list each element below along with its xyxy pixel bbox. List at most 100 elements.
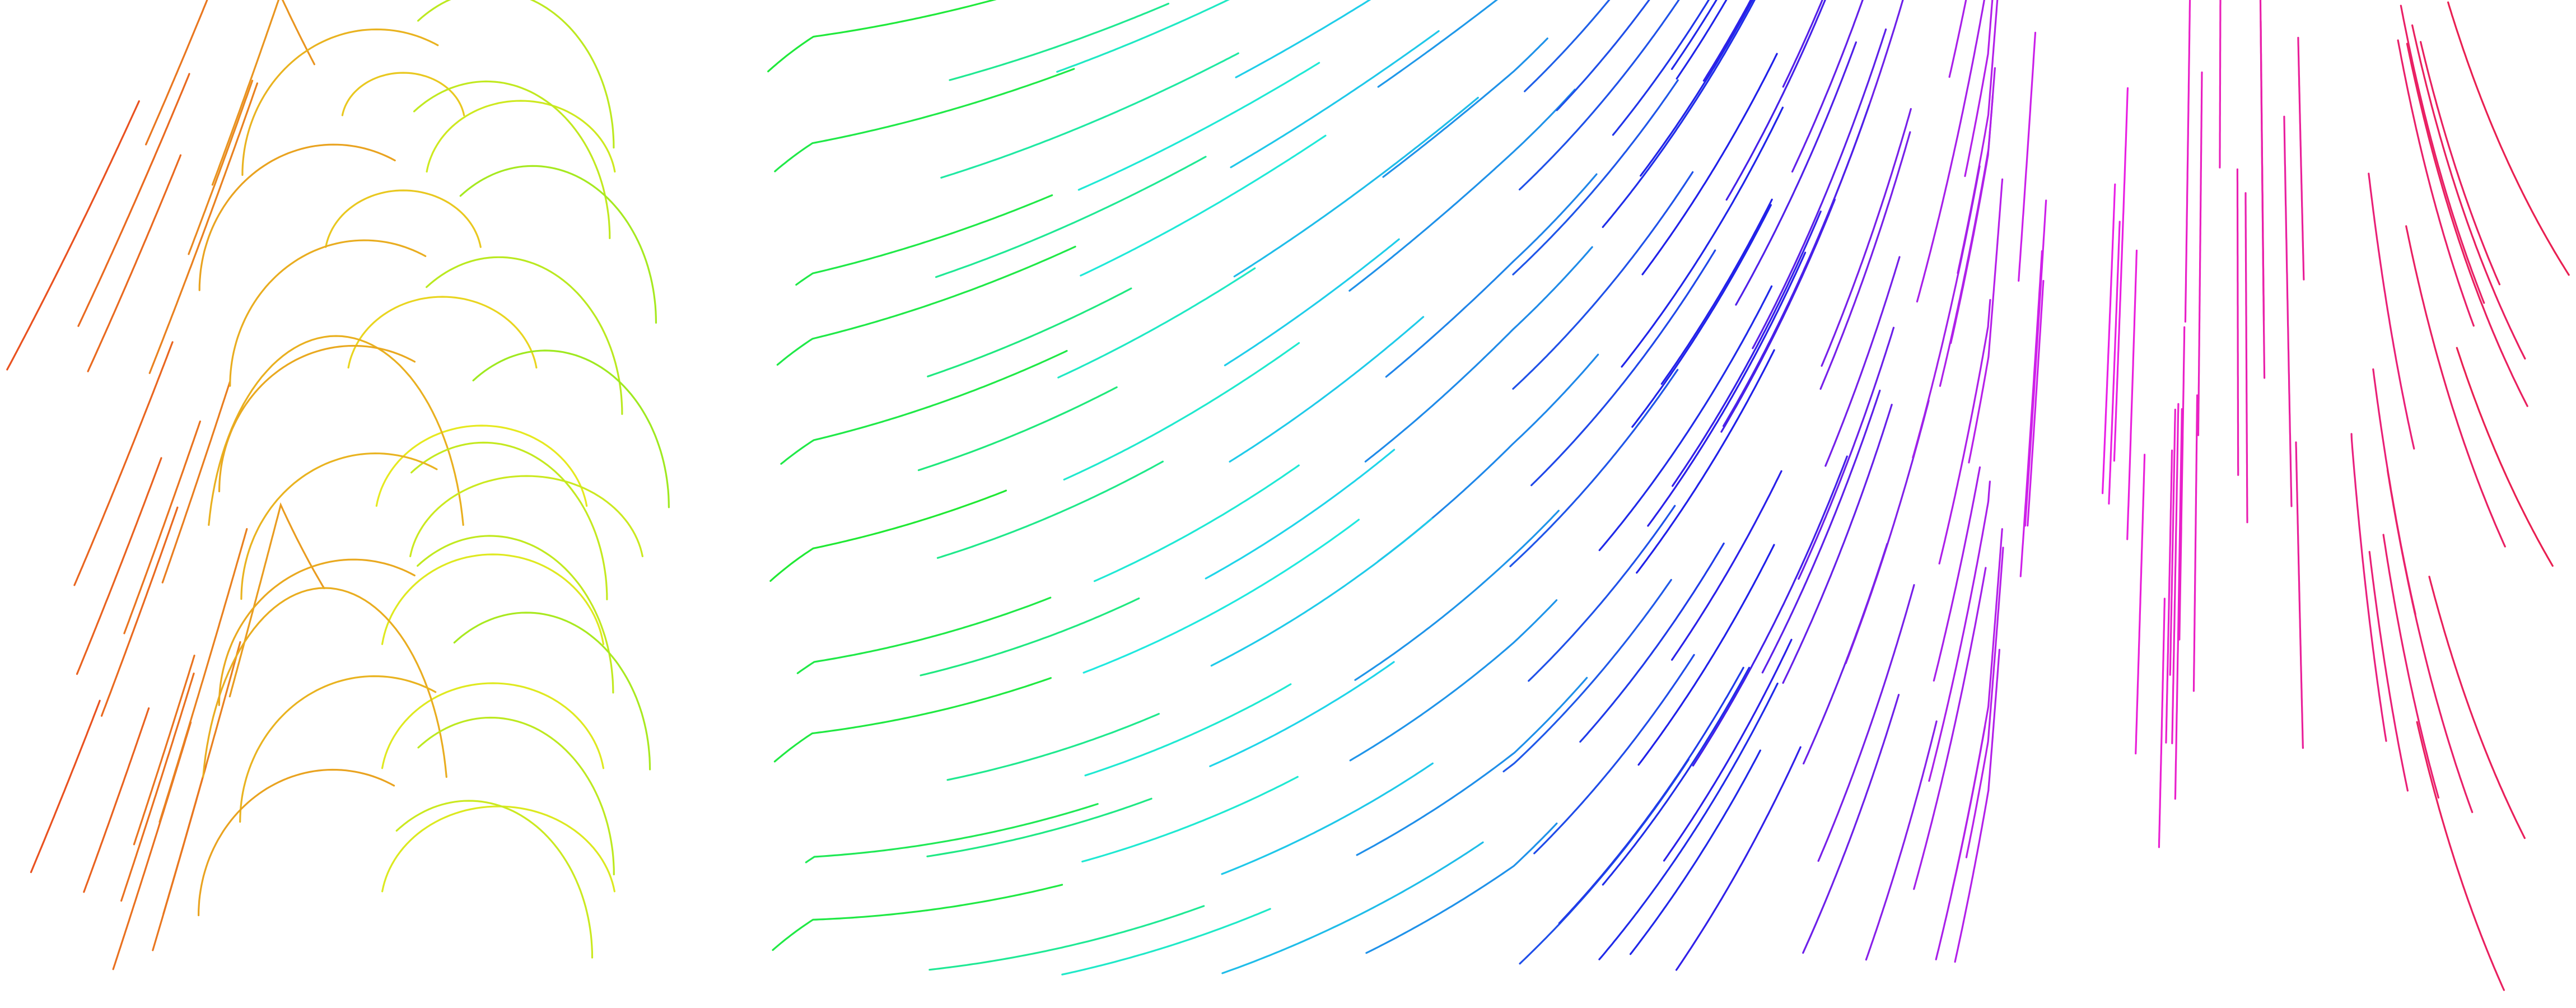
streamline [1965,547,2004,858]
streamline [375,424,588,507]
streamline [87,154,182,372]
streamline [381,805,615,893]
streamline [780,350,1068,465]
streamline [774,68,1075,172]
streamline [1230,30,1440,169]
streamline [76,457,162,675]
streamline [1720,198,1836,433]
streamline [1235,0,1371,78]
streamline [1385,173,1598,378]
streamline [1063,342,1300,480]
streamline [1533,654,1695,855]
streamline [218,344,416,493]
streamline [1621,106,1784,368]
streamline [202,587,447,778]
streamline [2297,36,2305,281]
streamline [208,335,464,526]
streamline [133,655,195,846]
streamline [188,80,254,255]
streamline [1229,316,1425,463]
streamline [1556,0,1650,111]
streamline [341,72,465,116]
streamline [1676,0,1728,80]
streamline [2024,199,2047,527]
streamline [1512,171,1694,390]
streamline [2178,326,2186,641]
streamline [1518,0,1680,190]
streamline [83,707,150,893]
streamline [1957,0,1999,274]
streamline [1660,198,1773,385]
streamline [1791,0,1864,173]
streamline [1725,0,1826,201]
streamline [928,905,1205,971]
streamline [413,80,611,239]
streamline [2386,469,2474,813]
streamline [395,800,594,959]
streamline [1365,822,1558,954]
streamline [2027,279,2045,527]
streamline [936,460,1164,559]
streamline [1916,0,1985,303]
streamline [1752,28,1887,349]
streamline [1512,79,1679,276]
streamline [1377,353,1599,562]
streamline [1912,165,1981,459]
streamline [1637,544,1775,766]
streamline [30,699,101,874]
streamline [2171,403,2180,744]
streamline [2447,1,2570,276]
streamline [1702,0,1752,82]
streamline [1761,389,1881,674]
streamline [2102,183,2116,494]
streamline [1598,285,1773,552]
streamline [426,100,616,173]
streamline [218,558,416,706]
streamline [1845,399,1930,664]
streamline [1602,666,1751,886]
streamline [2169,408,2176,676]
streamline [1509,368,1679,567]
streamline [2400,4,2485,304]
streamline [2113,87,2129,462]
streamline [1641,53,1778,276]
streamline [1080,134,1327,277]
streamline [935,156,1207,278]
streamline [2368,550,2409,792]
streamline [239,675,437,823]
streamline [1951,528,2003,892]
streamline [1913,567,1987,890]
streamline [409,475,643,557]
streamline [1865,720,1938,961]
streamline [1964,0,1994,178]
streamline [240,452,438,600]
streamline [2420,41,2501,286]
streamline [1598,682,1779,960]
streamline [1948,0,1967,78]
streamline [1205,449,1396,580]
streamline [120,673,195,902]
streamline [1722,104,1870,427]
streamline [1081,776,1299,863]
streamline [1233,96,1479,278]
streamline [920,597,1140,676]
streamline [1631,204,1772,428]
streamline [1647,251,1807,527]
streamline [1349,599,1558,762]
streamline [1364,246,1593,463]
streamline [1348,88,1576,292]
streamline [158,528,248,823]
streamline [1224,238,1400,366]
streamline [2295,441,2304,749]
streamline [198,768,395,917]
streamline [1928,480,1991,782]
streamline [1968,178,2004,464]
streamline [228,502,325,698]
streamline [1579,542,1725,743]
streamline [1675,746,1802,971]
streamline [1640,0,1754,177]
streamline [1602,0,1756,228]
streamline [2165,449,2173,744]
streamline [417,716,615,876]
